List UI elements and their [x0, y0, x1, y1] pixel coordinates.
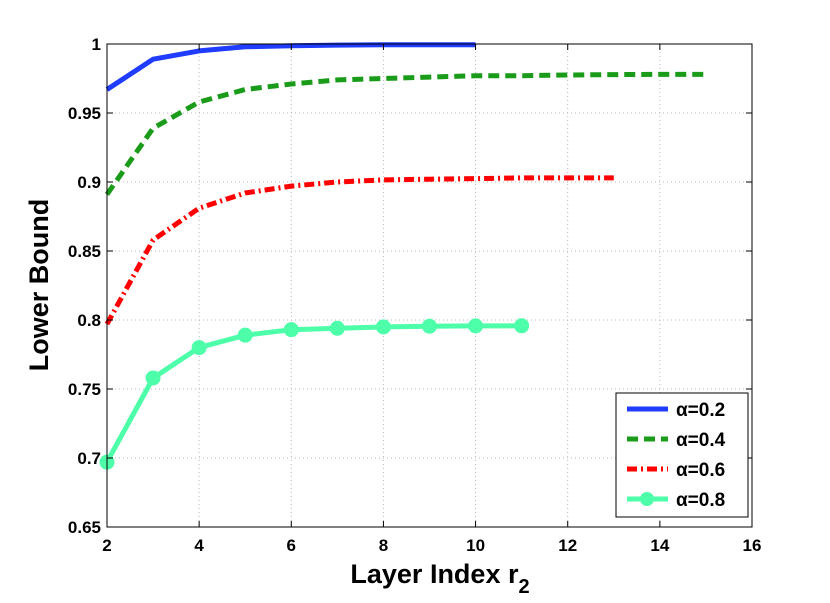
series-marker: [283, 322, 299, 338]
legend-item-4: α=0.8: [627, 490, 725, 511]
x-tick-label: 6: [287, 536, 296, 555]
series-marker: [422, 318, 437, 334]
series-marker: [329, 320, 345, 336]
series-line-3: [104, 175, 614, 326]
legend-label: α=0.4: [676, 430, 726, 451]
x-axis-label-main: Layer Index r: [350, 559, 519, 589]
y-tick-label: 0.8: [77, 311, 101, 330]
y-tick-label: 1: [92, 35, 101, 54]
series-line-4: [104, 323, 522, 464]
legend-item-1: α=0.2: [627, 400, 725, 421]
y-tick-label: 0.85: [68, 242, 101, 261]
legend-label: α=0.8: [676, 490, 725, 511]
x-axis-label: Layer Index r2: [350, 559, 529, 598]
series-line-2: [104, 71, 706, 196]
x-tick-label: 4: [194, 536, 204, 555]
series-marker: [468, 318, 484, 334]
y-tick-label: 0.75: [68, 380, 101, 399]
y-tick-label: 0.65: [68, 518, 101, 537]
x-tick-label: 14: [650, 536, 669, 555]
series-marker: [375, 319, 391, 335]
series-marker: [237, 327, 253, 343]
x-tick-label: 16: [743, 536, 762, 555]
legend-label: α=0.6: [676, 460, 725, 481]
y-tick-label: 0.9: [77, 173, 101, 192]
x-tick-label: 12: [558, 536, 577, 555]
legend: α=0.2 α=0.4 α=0.6 α=0.8: [615, 392, 749, 518]
legend-label: α=0.2: [676, 400, 725, 421]
legend-box: [615, 392, 749, 518]
x-tick-label: 2: [102, 536, 111, 555]
series-marker: [145, 370, 161, 386]
y-tick-label: 0.7: [77, 449, 101, 468]
y-axis-label: Lower Bound: [24, 199, 54, 371]
axis-ticks: 2 4 6 8 10 12 14 16 0.65 0.7 0.75 0.8 0.85 0.9 0.95 1: [68, 35, 762, 555]
x-axis-label-subscript: 2: [518, 576, 529, 598]
x-tick-label: 10: [466, 536, 485, 555]
grid-lines: [107, 44, 752, 527]
y-tick-label: 0.95: [68, 104, 101, 123]
series-marker: [191, 340, 207, 356]
plot-frame: [106, 43, 753, 528]
legend-item-3: α=0.6: [627, 460, 725, 481]
legend-items: α=0.2 α=0.4 α=0.6 α=0.8: [627, 400, 726, 511]
series-marker: [514, 318, 530, 334]
legend-marker: [640, 492, 654, 506]
x-tick-label: 8: [379, 536, 388, 555]
legend-item-2: α=0.4: [627, 430, 726, 451]
